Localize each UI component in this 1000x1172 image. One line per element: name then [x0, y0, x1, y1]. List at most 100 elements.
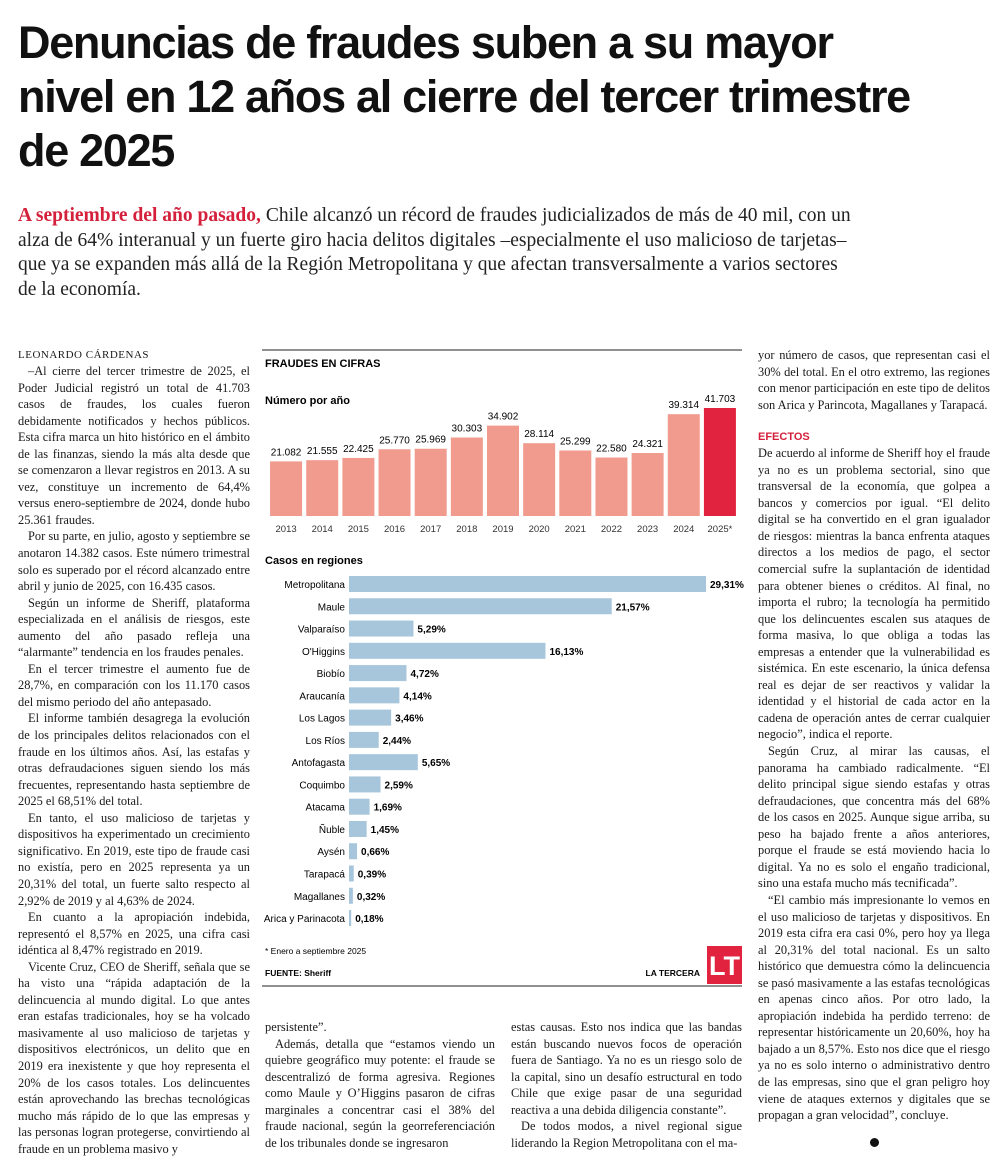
y-tick-label: Maule	[318, 602, 346, 613]
y-tick-label: Los Lagos	[299, 714, 345, 725]
value-label: 25.299	[560, 436, 591, 447]
bar	[349, 754, 418, 771]
value-label: 2,59%	[385, 780, 413, 791]
footnote: * Enero a septiembre 2025	[265, 946, 366, 956]
y-tick-label: Valparaíso	[298, 625, 346, 636]
logo-box	[707, 946, 742, 984]
y-tick-label: Ñuble	[319, 823, 346, 836]
x-tick-label: 2020	[529, 524, 550, 535]
y-tick-label: Metropolitana	[284, 580, 345, 591]
source: FUENTE: Sheriff	[265, 968, 331, 978]
paragraph: Vicente Cruz, CEO de Sheriff, señala que…	[18, 959, 250, 1156]
column: LEONARDO CÁRDENAS –Al cierre del tercer …	[18, 347, 250, 1157]
value-label: 0,66%	[361, 847, 389, 858]
lede-text: Chile alcanzó un récord de fraudes judic…	[18, 205, 851, 300]
graphic-title: FRAUDES EN CIFRAS	[265, 358, 381, 370]
bar	[349, 887, 353, 904]
bar	[349, 776, 381, 793]
bar	[703, 408, 736, 516]
paragraph: De acuerdo al informe de Sheriff hoy el …	[758, 446, 990, 742]
lede-lead: A septiembre del año pasado,	[18, 205, 261, 226]
y-tick-label: Aysén	[317, 847, 345, 858]
end-mark	[870, 1138, 879, 1147]
section-heading: EFECTOS	[758, 431, 810, 444]
paragraph: El informe también desagrega la evolució…	[18, 711, 250, 809]
bar	[349, 820, 367, 837]
value-label: 16,13%	[549, 647, 583, 658]
bar	[595, 457, 628, 516]
value-label: 21,57%	[616, 602, 650, 613]
paragraph: En el tercer trimestre el aumento fue de…	[18, 661, 250, 709]
logo: LT	[709, 951, 740, 981]
paragraph: Según un informe de Sheriff, plataforma …	[18, 595, 250, 660]
bar	[349, 843, 358, 860]
paragraph: Según Cruz, al mirar las causas, el pano…	[758, 744, 990, 891]
bar	[450, 437, 483, 516]
x-tick-label: 2025*	[708, 524, 733, 535]
bar	[306, 460, 339, 516]
lede: A septiembre del año pasado, Chile alcanz…	[18, 204, 858, 302]
value-label: 39.314	[668, 400, 699, 411]
x-tick-label: 2013	[276, 524, 297, 535]
value-label: 21.082	[271, 447, 302, 458]
x-tick-label: 2023	[637, 524, 658, 535]
bar	[349, 798, 370, 815]
y-tick-label: Los Ríos	[306, 736, 345, 747]
value-label: 24.321	[632, 439, 663, 450]
value-label: 34.902	[488, 412, 519, 423]
x-tick-label: 2024	[673, 524, 694, 535]
value-label: 1,69%	[374, 803, 402, 814]
byline: LEONARDO CÁRDENAS	[18, 349, 150, 361]
value-label: 21.555	[307, 446, 338, 457]
value-label: 4,72%	[410, 669, 438, 680]
y-tick-label: Magallanes	[294, 892, 345, 903]
x-tick-label: 2022	[601, 524, 622, 535]
bar	[349, 910, 352, 927]
y-tick-label: Coquimbo	[299, 780, 345, 791]
bar	[342, 457, 375, 516]
bar	[631, 453, 664, 516]
y-tick-label: Arica y Parinacota	[264, 914, 346, 925]
value-label: 22.425	[343, 444, 374, 455]
bar	[667, 414, 700, 516]
x-tick-label: 2014	[312, 524, 333, 535]
bar	[270, 461, 303, 516]
value-label: 4,14%	[403, 691, 431, 702]
bar	[349, 865, 354, 882]
paragraph: –Al cierre del tercer trimestre de 2025,…	[18, 364, 250, 527]
value-label: 25.969	[415, 435, 446, 446]
value-label: 25.770	[379, 435, 410, 446]
x-tick-label: 2018	[456, 524, 477, 535]
value-label: 3,46%	[395, 714, 423, 725]
value-label: 5,65%	[422, 758, 450, 769]
x-tick-label: 2015	[348, 524, 369, 535]
bar	[349, 687, 400, 704]
bar	[349, 576, 706, 592]
bar	[349, 709, 392, 726]
value-label: 0,39%	[358, 870, 386, 881]
paragraph: De todos modos, a nivel regional sigue l…	[511, 1119, 742, 1150]
y-tick-label: Araucanía	[299, 691, 345, 702]
value-label: 0,18%	[355, 914, 383, 925]
paragraph: “El cambio más impresionante lo vemos en…	[758, 892, 990, 1123]
value-label: 22.580	[596, 444, 627, 455]
chart-title: Número por año	[265, 395, 350, 407]
value-label: 29,31%	[710, 580, 744, 591]
x-tick-label: 2017	[420, 524, 441, 535]
value-label: 41.703	[705, 394, 736, 405]
bar	[559, 450, 592, 516]
column: persistente”. Además, detalla que “estamo…	[265, 1019, 495, 1151]
value-label: 1,45%	[371, 825, 399, 836]
x-tick-label: 2019	[492, 524, 513, 535]
bar	[523, 443, 556, 516]
paragraph: estas causas. Esto nos indica que las ba…	[511, 1020, 742, 1117]
bar	[414, 448, 447, 516]
y-tick-label: Biobío	[317, 669, 346, 680]
bar	[349, 731, 379, 748]
value-label: 30.303	[452, 424, 483, 435]
paragraph: En cuanto a la apropiación indebida, rep…	[18, 910, 250, 958]
bar	[349, 642, 546, 659]
publisher: LA TERCERA	[646, 968, 700, 978]
value-label: 5,29%	[417, 625, 445, 636]
